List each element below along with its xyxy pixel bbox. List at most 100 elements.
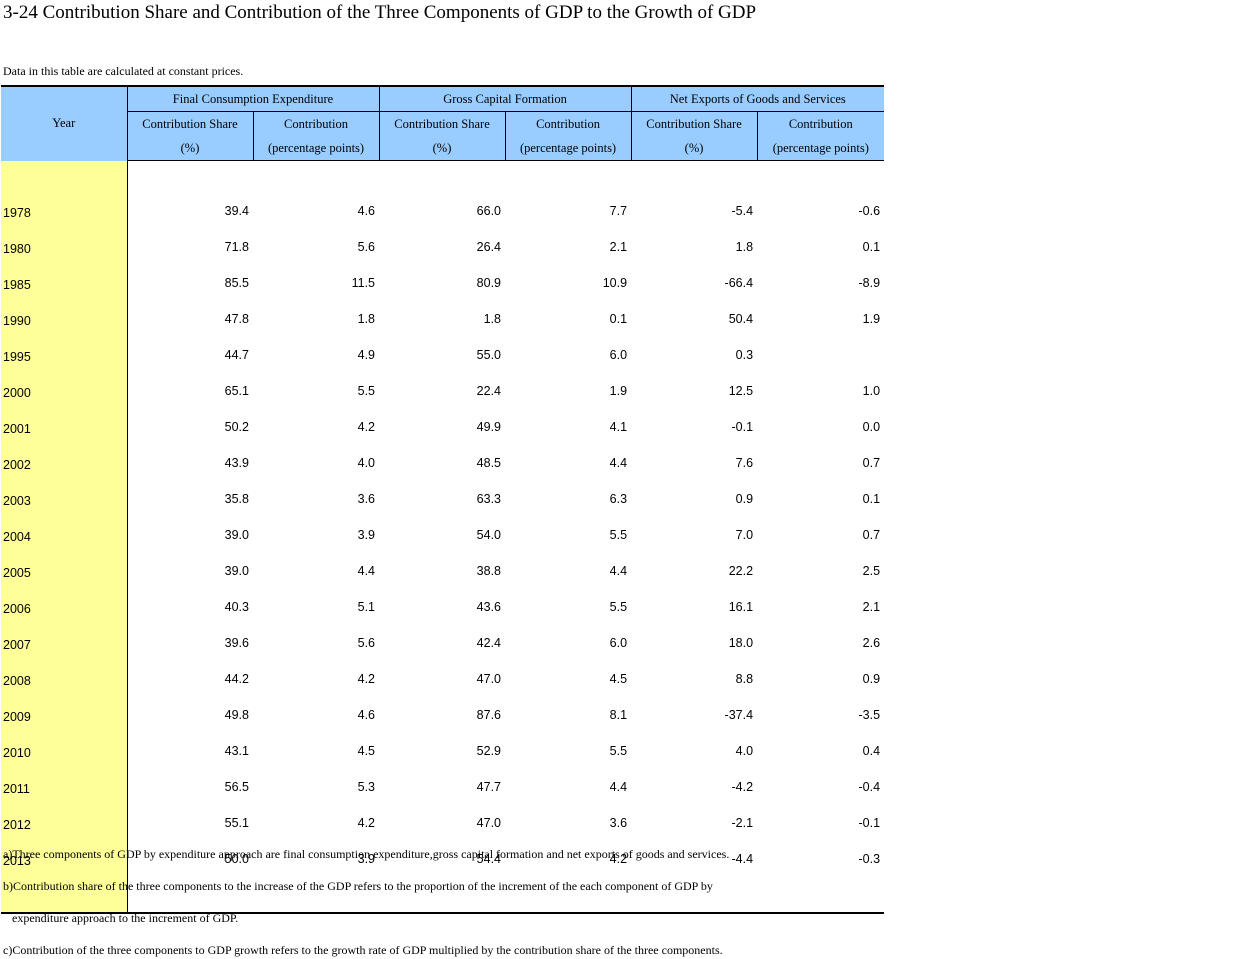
value-cell: 4.4: [357, 564, 376, 578]
value-cell: 85.5: [224, 276, 249, 290]
value-cell: 40.3: [224, 600, 249, 614]
year-cell: 2002: [1, 445, 128, 481]
value-cell: 2.1: [609, 240, 628, 254]
year-cell: 1980: [1, 229, 128, 265]
value-cell: 4.9: [357, 348, 376, 362]
value-cell: 5.1: [357, 600, 376, 614]
year-cell: 1995: [1, 337, 128, 373]
value-cell: 7.7: [609, 204, 628, 218]
table-row: 1980 71.8 5.6 26.4 2.1 1.8 0.1: [1, 229, 884, 265]
group-header-net-exports: Net Exports of Goods and Services: [631, 85, 885, 112]
value-cell: 49.8: [224, 708, 249, 722]
subheader-share: Contribution Share: [127, 111, 254, 136]
year-cell: 2008: [1, 661, 128, 697]
value-cell: 0.9: [735, 492, 754, 506]
value-cell: 54.4: [476, 852, 502, 866]
value-cell: 6.0: [609, 348, 628, 362]
year-cell: 2013: [1, 841, 128, 877]
table-row: 1995 44.7 4.9 55.0 6.0 0.3: [1, 337, 884, 373]
year-cell: 1990: [1, 301, 128, 337]
value-cell: 8.1: [609, 708, 628, 722]
value-cell: [757, 337, 884, 373]
value-cell: -0.6: [858, 204, 881, 218]
value-cell: 35.8: [224, 492, 249, 506]
value-cell: 50.2: [224, 420, 249, 434]
footnote-b: b)Contribution share of the three compon…: [3, 879, 713, 893]
value-cell: 4.0: [735, 744, 754, 758]
table-row: 1985 85.5 11.5 80.9 10.9 -66.4 -8.9: [1, 265, 884, 301]
table-row: 2012 55.1 4.2 47.0 3.6 -2.1 -0.1: [1, 805, 884, 841]
value-cell: 0.0: [862, 420, 881, 434]
value-cell: 11.5: [351, 276, 376, 290]
value-cell: 3.6: [609, 816, 628, 830]
value-cell: 18.0: [728, 636, 754, 650]
value-cell: 5.5: [609, 744, 628, 758]
table-row: 2011 56.5 5.3 47.7 4.4 -4.2 -0.4: [1, 769, 884, 805]
table-row: 2009 49.8 4.6 87.6 8.1 -37.4 -3.5: [1, 697, 884, 733]
year-cell: 2005: [1, 553, 128, 589]
value-cell: 0.7: [862, 528, 881, 542]
value-cell: 22.4: [476, 384, 502, 398]
page-title: 3-24 Contribution Share and Contribution…: [3, 2, 757, 23]
value-cell: 4.4: [609, 564, 628, 578]
value-cell: 1.0: [862, 384, 881, 398]
value-cell: -3.5: [858, 708, 881, 722]
value-cell: 6.0: [609, 636, 628, 650]
table-row: 2003 35.8 3.6 63.3 6.3 0.9 0.1: [1, 481, 884, 517]
value-cell: 0.7: [862, 456, 881, 470]
subheader-share: Contribution Share: [631, 111, 758, 136]
table-row: 2002 43.9 4.0 48.5 4.4 7.6 0.7: [1, 445, 884, 481]
year-cell: 2000: [1, 373, 128, 409]
value-cell: 4.2: [357, 816, 376, 830]
value-cell: 1.8: [483, 312, 502, 326]
value-cell: 3.6: [357, 492, 376, 506]
year-cell: 2001: [1, 409, 128, 445]
value-cell: -0.3: [858, 852, 881, 866]
year-cell: 2007: [1, 625, 128, 661]
value-cell: -4.2: [731, 780, 754, 794]
value-cell: 87.6: [476, 708, 502, 722]
value-cell: -0.1: [858, 816, 881, 830]
value-cell: -66.4: [724, 276, 754, 290]
group-header-capital: Gross Capital Formation: [379, 85, 632, 112]
footnote-a: a)Three components of GDP by expenditure…: [3, 847, 730, 861]
subheader-contribution: Contribution: [505, 111, 632, 136]
value-cell: 8.8: [735, 672, 754, 686]
value-cell: 4.0: [357, 456, 376, 470]
value-cell: 5.6: [357, 240, 376, 254]
value-cell: 2.1: [862, 600, 881, 614]
value-cell: 47.0: [476, 816, 502, 830]
value-cell: 63.3: [476, 492, 502, 506]
value-cell: 5.6: [357, 636, 376, 650]
value-cell: 2.5: [862, 564, 881, 578]
value-cell: 52.9: [476, 744, 502, 758]
gdp-contribution-table: Year Final Consumption Expenditure Gross…: [1, 85, 885, 914]
table-row: 2004 39.0 3.9 54.0 5.5 7.0 0.7: [1, 517, 884, 553]
table-row: 2001 50.2 4.2 49.9 4.1 -0.1 0.0: [1, 409, 884, 445]
unit-percent: (%): [379, 136, 506, 161]
table-row: 1978 39.4 4.6 66.0 7.7 -5.4 -0.6: [1, 193, 884, 229]
value-cell: 44.2: [224, 672, 249, 686]
value-cell: 5.5: [609, 528, 628, 542]
subheader-share: Contribution Share: [379, 111, 506, 136]
year-cell: 2010: [1, 733, 128, 769]
value-cell: 0.3: [735, 348, 754, 362]
table-row: 2007 39.6 5.6 42.4 6.0 18.0 2.6: [1, 625, 884, 661]
value-cell: 50.4: [728, 312, 754, 326]
value-cell: 47.7: [476, 780, 502, 794]
unit-percent: (%): [631, 136, 758, 161]
year-cell: 2011: [1, 769, 128, 805]
value-cell: 39.0: [224, 528, 249, 542]
year-cell: 2012: [1, 805, 128, 841]
year-header: Year: [1, 85, 128, 161]
value-cell: 0.1: [609, 312, 628, 326]
value-cell: 48.5: [476, 456, 502, 470]
value-cell: 7.0: [735, 528, 754, 542]
year-cell: 1985: [1, 265, 128, 301]
value-cell: 4.1: [609, 420, 628, 434]
value-cell: 0.1: [862, 492, 881, 506]
year-cell: 2009: [1, 697, 128, 733]
value-cell: 39.0: [224, 564, 249, 578]
value-cell: 12.5: [728, 384, 754, 398]
value-cell: 47.8: [224, 312, 249, 326]
